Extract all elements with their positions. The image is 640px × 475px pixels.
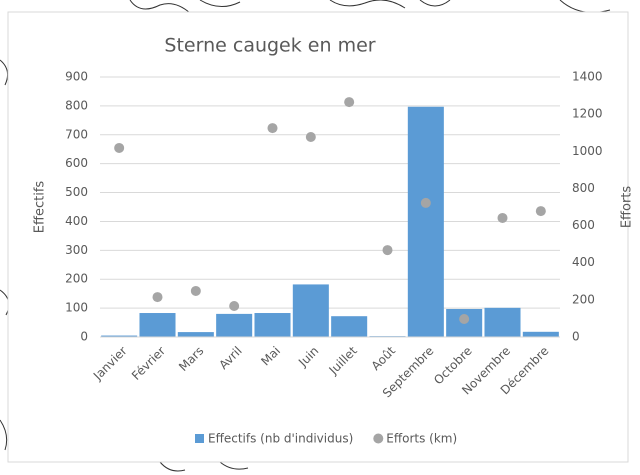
y2-tick-label: 1200 xyxy=(572,107,603,121)
y2-tick-label: 1000 xyxy=(572,144,603,158)
chart-area xyxy=(7,11,629,463)
point xyxy=(382,245,393,256)
bar xyxy=(254,313,291,337)
point xyxy=(459,313,470,324)
point xyxy=(344,97,355,108)
point xyxy=(305,131,316,142)
y2-tick-label: 400 xyxy=(572,255,595,269)
y2-tick-label: 600 xyxy=(572,218,595,232)
bar xyxy=(522,331,559,337)
bar xyxy=(101,335,138,337)
bar xyxy=(331,316,368,337)
y2-axis-title: Efforts xyxy=(620,186,635,229)
y-tick-label: 400 xyxy=(65,214,88,228)
legend-swatch xyxy=(195,434,204,443)
y-tick-label: 100 xyxy=(65,301,88,315)
point xyxy=(152,292,163,303)
bar xyxy=(292,284,329,337)
y-axis-title: Effectifs xyxy=(33,181,48,234)
point xyxy=(497,212,508,223)
bar xyxy=(177,332,214,337)
legend-label: Effectifs (nb d'individus) xyxy=(208,432,353,446)
point xyxy=(190,285,201,296)
y-tick-label: 500 xyxy=(65,185,88,199)
y-tick-label: 700 xyxy=(65,127,88,141)
y2-tick-label: 800 xyxy=(572,181,595,195)
y-tick-label: 300 xyxy=(65,243,88,257)
point xyxy=(114,142,125,153)
bar xyxy=(139,313,176,337)
point xyxy=(535,206,546,217)
y-tick-label: 900 xyxy=(65,70,88,84)
y2-tick-label: 1400 xyxy=(572,70,603,84)
bar xyxy=(484,307,521,337)
legend-label: Efforts (km) xyxy=(386,432,457,446)
point xyxy=(420,197,431,208)
legend-swatch xyxy=(373,433,384,444)
y-tick-label: 0 xyxy=(80,330,88,344)
y2-tick-label: 200 xyxy=(572,292,595,306)
y-tick-label: 200 xyxy=(65,272,88,286)
bar xyxy=(216,313,253,337)
bar xyxy=(407,106,444,337)
y-tick-label: 600 xyxy=(65,156,88,170)
point xyxy=(267,123,278,134)
y-tick-label: 800 xyxy=(65,98,88,112)
chart-title: Sterne caugek en mer xyxy=(164,35,375,57)
point xyxy=(229,300,240,311)
y2-tick-label: 0 xyxy=(572,330,580,344)
